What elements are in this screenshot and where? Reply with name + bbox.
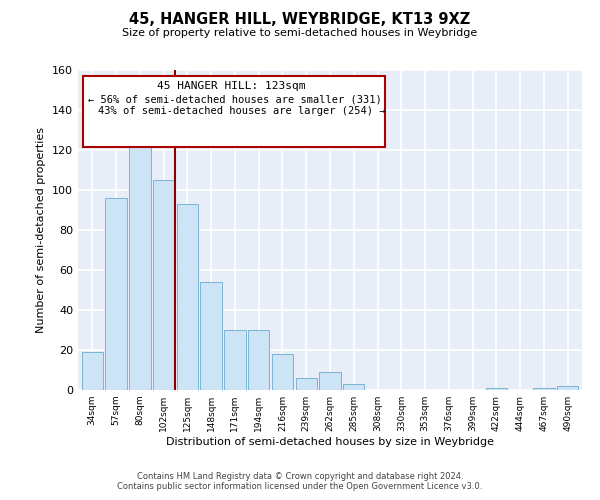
Text: Contains HM Land Registry data © Crown copyright and database right 2024.: Contains HM Land Registry data © Crown c…	[137, 472, 463, 481]
Bar	[533, 388, 554, 390]
Text: Contains public sector information licensed under the Open Government Licence v3: Contains public sector information licen…	[118, 482, 482, 491]
Bar	[82, 352, 103, 390]
Bar	[319, 372, 341, 390]
Bar	[129, 128, 151, 390]
Bar	[200, 282, 222, 390]
Bar	[248, 330, 269, 390]
Bar	[176, 204, 198, 390]
Text: 45 HANGER HILL: 123sqm: 45 HANGER HILL: 123sqm	[157, 81, 306, 91]
Bar	[343, 384, 364, 390]
Bar	[153, 180, 174, 390]
Y-axis label: Number of semi-detached properties: Number of semi-detached properties	[37, 127, 46, 333]
X-axis label: Distribution of semi-detached houses by size in Weybridge: Distribution of semi-detached houses by …	[166, 437, 494, 447]
Bar	[272, 354, 293, 390]
Bar	[106, 198, 127, 390]
Bar	[557, 386, 578, 390]
Text: 43% of semi-detached houses are larger (254) →: 43% of semi-detached houses are larger (…	[98, 106, 386, 116]
Text: ← 56% of semi-detached houses are smaller (331): ← 56% of semi-detached houses are smalle…	[88, 94, 382, 104]
Text: 45, HANGER HILL, WEYBRIDGE, KT13 9XZ: 45, HANGER HILL, WEYBRIDGE, KT13 9XZ	[130, 12, 470, 28]
Bar	[224, 330, 245, 390]
Text: Size of property relative to semi-detached houses in Weybridge: Size of property relative to semi-detach…	[122, 28, 478, 38]
FancyBboxPatch shape	[83, 76, 385, 147]
Bar	[296, 378, 317, 390]
Bar	[486, 388, 507, 390]
